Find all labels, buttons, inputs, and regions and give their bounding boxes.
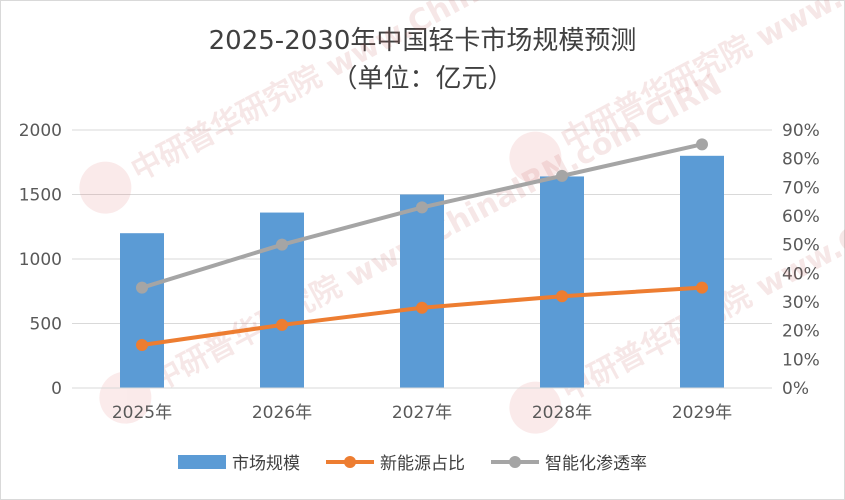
y-right-tick-label: 90% [782,121,820,141]
y-right-tick-label: 0% [782,379,809,399]
series-point [556,290,568,303]
y-right-tick-label: 30% [782,293,820,313]
y-right-tick-label: 40% [782,264,820,284]
y-left-tick-label: 2000 [19,121,62,141]
watermark-logo [509,381,562,434]
series-point [696,138,708,151]
series-point [416,201,428,214]
y-left-tick-label: 1500 [19,186,62,206]
watermark-logo [509,131,562,184]
bar [120,233,164,388]
series-point [416,301,428,314]
x-tick-label: 2025年 [112,403,172,423]
legend-marker [344,456,356,468]
watermark-logo [79,161,132,214]
y-right-tick-label: 70% [782,178,820,198]
bar [680,155,724,388]
series-point [276,318,288,331]
y-right-tick-label: 60% [782,207,820,227]
y-right-tick-label: 80% [782,150,820,170]
y-right-tick-label: 10% [782,350,820,370]
chart-title: 2025-2030年中国轻卡市场规模预测 [208,26,637,56]
legend-item: 市场规模 [178,454,300,474]
y-left-tick-label: 500 [30,315,62,335]
series-point [556,169,568,182]
bar [540,176,584,388]
legend-label: 新能源占比 [380,454,465,474]
x-tick-label: 2029年 [672,403,732,423]
x-tick-label: 2027年 [392,403,452,423]
chart-subtitle: （单位：亿元） [331,64,514,94]
series-point [136,281,148,294]
legend-marker [509,456,521,468]
legend-label: 市场规模 [232,454,300,474]
x-tick-label: 2026年 [252,403,312,423]
y-left-tick-label: 1000 [19,250,62,270]
bar [400,194,444,388]
series-point [136,339,148,351]
legend-item: 智能化渗透率 [491,454,647,474]
series-point [276,238,288,251]
legend-swatch [178,455,226,469]
x-tick-label: 2028年 [532,403,592,423]
legend-item: 新能源占比 [326,454,465,474]
y-right-tick-label: 20% [782,322,820,342]
legend-label: 智能化渗透率 [545,454,647,474]
y-left-tick-label: 0 [51,379,62,399]
y-right-tick-label: 50% [782,236,820,256]
series-point [696,281,708,294]
